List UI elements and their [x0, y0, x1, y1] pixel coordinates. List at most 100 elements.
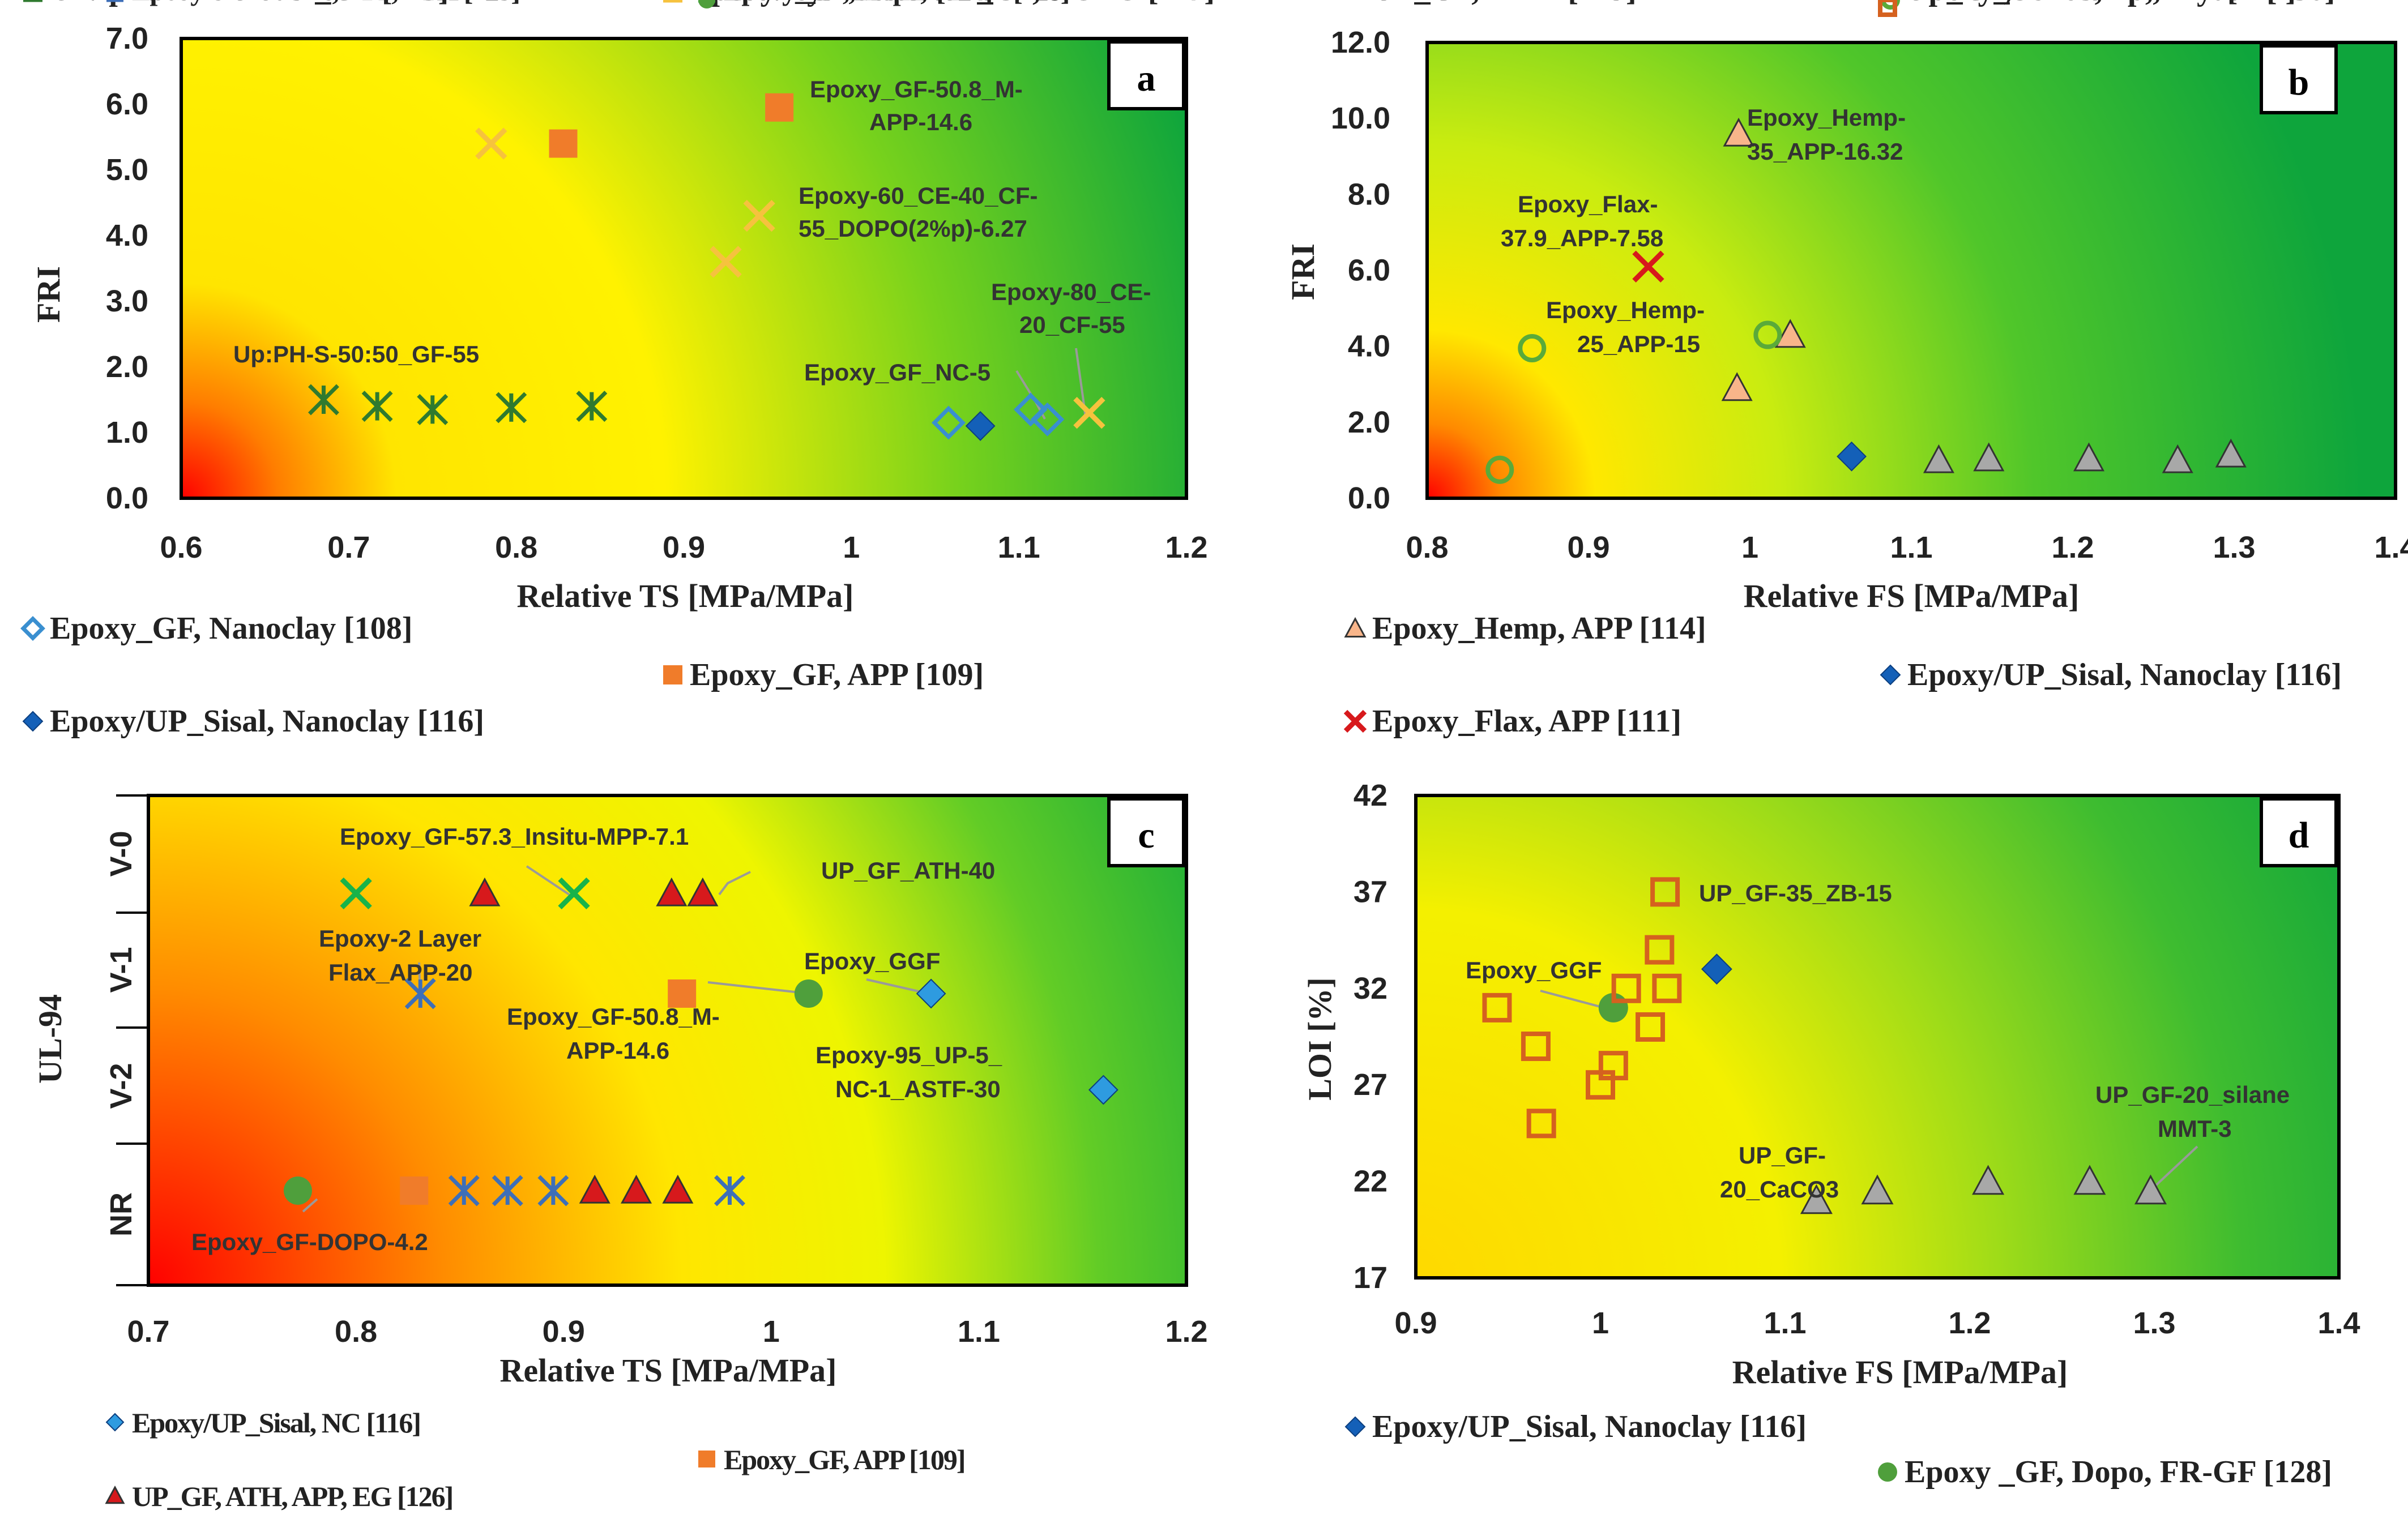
data-point	[2073, 442, 2105, 472]
data-point	[743, 200, 775, 232]
panel-c-annotation-lines	[302, 865, 929, 1213]
y-tick-label: 10.0	[1331, 101, 1390, 135]
panel-c-annotations: Epoxy_GF-57.3_Insitu-MPP-7.1 UP_GF_ATH-4…	[191, 823, 1002, 1255]
legend-item: Epoxy _GF, Dopo, FR-GF [128]	[1878, 1454, 2332, 1490]
y-tick-label: 0.0	[106, 481, 148, 515]
annotation-line: UP_GF-20_silane	[2095, 1081, 2290, 1108]
data-point	[714, 1175, 745, 1206]
y-tick-label: 0.0	[1348, 481, 1390, 515]
legend-item: Epoxy_GF, MAPP [124]	[698, 0, 993, 6]
data-point	[2162, 444, 2193, 473]
data-point	[448, 1175, 480, 1206]
panel-b-x-ticks: 0.8 0.9 1 1.1 1.2 1.3 1.4	[1406, 530, 2408, 564]
data-point	[662, 1174, 694, 1204]
data-point	[2134, 1174, 2167, 1205]
svg-text:Epoxy-60_CE-40_CF-55_DOPO(2%p): Epoxy-60_CE-40_CF- 55_DOPO(2%p)-6.27	[799, 182, 1038, 242]
annotation-line: Epoxy_GF-57.3_Insitu-MPP-7.1	[340, 823, 689, 850]
legend-item: UP_GF,MMT [129]	[1372, 0, 1637, 7]
x-tick-label: 1.3	[2133, 1306, 2175, 1340]
svg-text:Epoxy_GF-50.8_M-APP-14.6: Epoxy_GF-50.8_M- APP-14.6	[507, 1003, 720, 1064]
data-point	[1972, 1165, 2005, 1195]
panel-b-y-axis-label: FRI	[1284, 243, 1321, 300]
data-point	[1636, 1012, 1666, 1042]
annotation-line: Epoxy_Hemp-	[1546, 297, 1705, 323]
annotation-line: NC-1_ASTF-30	[835, 1076, 1001, 1102]
x-tick-label: 1.1	[1764, 1306, 1806, 1340]
data-point	[1013, 392, 1048, 427]
data-point	[794, 979, 823, 1008]
panel-b-data-marks	[1485, 117, 2247, 484]
legend-marker	[1880, 664, 1901, 686]
annotation-line: MMT-3	[2158, 1115, 2232, 1142]
panel-a-letter: a	[1137, 58, 1156, 99]
data-point	[579, 1174, 610, 1204]
legend-label: Epoxy_GF, Nanoclay [108]	[50, 611, 412, 646]
panel-d-annotations: UP_GF-35_ZB-15 Epoxy_GGF UP_GF-20_silane…	[1466, 880, 2290, 1203]
x-tick-label: 1.2	[1948, 1306, 1991, 1340]
panel-d-x-ticks: 0.9 1 1.1 1.2 1.3 1.4	[1394, 1306, 2360, 1340]
annotation-line: Epoxy_GF-DOPO-4.2	[191, 1229, 428, 1255]
panel-c-x-axis-label: Relative TS [MPa/MPa]	[500, 1352, 837, 1389]
annotation-line: Epoxy_Flax-	[1518, 191, 1658, 217]
panel-d-x-axis-label: Relative FS [MPa/MPa]	[1732, 1354, 2068, 1390]
data-point	[400, 1176, 429, 1205]
panel-c-letter: c	[1138, 815, 1154, 856]
panel-c: c 0.7 0.8 0.9 1 1.1 1.2 NR V-2 V-1 V-0 Relative …	[32, 0, 1208, 1512]
legend-label: Epoxy_FR-Hemp, APP [121]	[1907, 0, 2296, 7]
data-point	[1923, 444, 1954, 473]
data-point	[537, 1175, 569, 1206]
legend-item: UP/ phenolic blend _GF [119]	[23, 0, 449, 7]
x-tick-label: 1.4	[2317, 1306, 2360, 1340]
y-category-label: NR	[104, 1192, 138, 1236]
y-tick-label: 27	[1354, 1068, 1387, 1102]
panel-c-legend: Epoxy/UP_Sisal, NC [116] Epoxy_GF, APP [1…	[105, 0, 1070, 1512]
data-point	[475, 127, 507, 160]
svg-text:Epoxy_Hemp-25_APP-15: Epoxy_Hemp- 25_APP-15	[1546, 297, 1705, 357]
panel-d: d 0.9 1 1.1 1.2 1.3 1.4 17 22 27 32 37 42 Relative…	[1301, 0, 2360, 1490]
data-point	[2073, 1165, 2106, 1195]
legend-marker	[1878, 1462, 1897, 1482]
annotation-line: 20_CF-55	[1019, 311, 1125, 338]
annotation-line: 55_DOPO(2%p)-6.27	[799, 215, 1027, 242]
annotation-line: Up:PH-S-50:50_GF-55	[233, 341, 479, 367]
panel-c-y-ticks: NR V-2 V-1 V-0	[104, 831, 138, 1236]
legend-item: Epoxy_FR-Hemp, APP [121]	[1881, 0, 2296, 10]
svg-text:Epoxy_Flax-37.9_APP-7.58: Epoxy_Flax- 37.9_APP-7.58	[1501, 191, 1663, 251]
data-point	[1774, 319, 1806, 348]
data-point	[1800, 1184, 1833, 1214]
annotation-line: Epoxy_GF-50.8_M-	[507, 1003, 720, 1030]
annotation-line: Epoxy_GF-50.8_M-	[810, 76, 1023, 102]
x-tick-label: 1.2	[1165, 1315, 1207, 1349]
legend-item: Epoxy-Flax fabric, APP, ATH [125]	[106, 0, 520, 6]
legend-label: UP_GF,MMT [129]	[1372, 0, 1637, 7]
data-point	[1485, 455, 1514, 484]
x-tick-label: 0.8	[335, 1315, 377, 1349]
panel-d-legend: Epoxy/UP_Sisal, Nanoclay [116] Epoxy _GF,…	[1344, 0, 2335, 1490]
legend-marker	[1878, 0, 1897, 17]
annotation-line: Epoxy_GGF	[804, 948, 940, 974]
data-point	[916, 978, 946, 1009]
y-tick-label: 5.0	[106, 153, 148, 187]
data-point	[558, 877, 590, 910]
annotation-line: UP_GF_ATH-40	[821, 857, 995, 884]
annotation-line: Epoxy_Hemp-	[1747, 104, 1906, 131]
legend-label: UP_GF,MMT [129]	[1372, 0, 1637, 7]
legend-label: Epoxy_GF, APP [109]	[724, 1444, 964, 1475]
legend-marker	[1343, 709, 1367, 733]
annotation-line: UP_GF-35_ZB-15	[1699, 880, 1892, 906]
x-tick-label: 1.2	[1165, 530, 1207, 564]
annotation-line: 35_APP-16.32	[1747, 138, 1903, 165]
panel-d-data-marks	[1482, 877, 2167, 1214]
y-category-label: V-2	[104, 1063, 138, 1109]
data-point	[965, 410, 996, 441]
x-tick-label: 1	[1741, 530, 1758, 564]
legend-label: Epoxy/UP_Sisal, NC [116]	[132, 1407, 420, 1439]
data-point	[1837, 441, 1867, 472]
data-point	[1030, 402, 1065, 437]
data-point	[765, 93, 794, 122]
annotation-line: UP_GF-	[1739, 1142, 1826, 1169]
svg-text:Epoxy-80_CE-20_CF-55: Epoxy-80_CE- 20_CF-55	[991, 279, 1151, 338]
data-point	[1861, 1174, 1894, 1205]
y-tick-label: 32	[1354, 972, 1387, 1006]
